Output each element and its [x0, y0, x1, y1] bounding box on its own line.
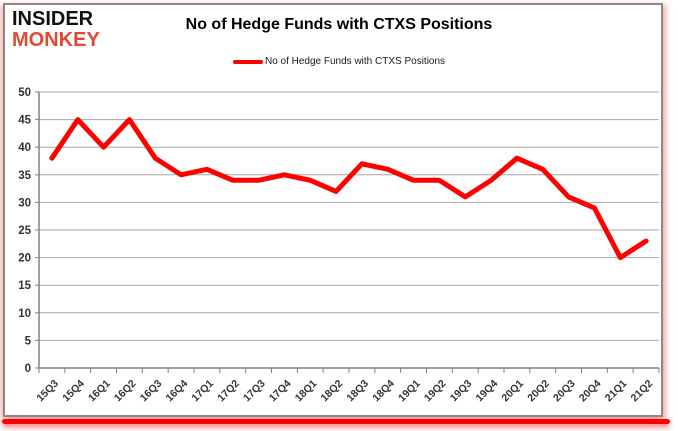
x-axis-label: 20Q4	[577, 378, 604, 405]
y-axis-label: 5	[25, 335, 32, 347]
x-axis-label: 16Q1	[86, 378, 113, 405]
x-axis-label: 17Q4	[267, 378, 294, 405]
x-axis-label: 21Q2	[629, 378, 656, 405]
insider-monkey-logo: INSIDER MONKEY	[12, 9, 100, 51]
x-axis-label: 19Q3	[448, 378, 475, 405]
x-axis-label: 18Q1	[293, 378, 320, 405]
logo-line-monkey: MONKEY	[12, 29, 100, 51]
chart-frame	[3, 3, 663, 417]
x-axis-label: 17Q1	[189, 378, 216, 405]
legend-label: No of Hedge Funds with CTXS Positions	[264, 56, 446, 67]
x-axis-label: 20Q1	[499, 378, 526, 405]
x-axis-label: 18Q3	[344, 378, 371, 405]
legend: No of Hedge Funds with CTXS Positions	[0, 56, 678, 67]
x-axis-label: 15Q3	[34, 378, 61, 405]
y-axis-label: 20	[18, 253, 31, 265]
y-axis-label: 45	[18, 115, 31, 127]
y-axis-label: 25	[18, 225, 31, 237]
y-axis-label: 40	[18, 142, 31, 154]
x-axis-label: 17Q3	[241, 378, 268, 405]
x-axis-label: 17Q2	[215, 378, 242, 405]
x-axis-label: 18Q4	[370, 378, 397, 405]
x-axis-label: 16Q4	[164, 378, 191, 405]
x-axis-label: 15Q4	[60, 378, 87, 405]
x-axis-label: 18Q2	[319, 378, 346, 405]
bottom-red-bar	[2, 419, 670, 424]
series-line	[49, 117, 649, 261]
legend-line-swatch	[232, 59, 263, 64]
x-axis-label: 19Q4	[474, 378, 501, 405]
y-axis-label: 10	[18, 308, 31, 320]
x-axis-label: 20Q3	[551, 378, 578, 405]
x-axis-label: 16Q2	[112, 378, 139, 405]
x-axis-label: 16Q3	[138, 378, 165, 405]
y-axis-label: 50	[18, 87, 31, 99]
x-axis-label: 19Q1	[396, 378, 423, 405]
y-axis-label: 35	[18, 170, 31, 182]
logo-line-insider: INSIDER	[12, 8, 94, 30]
chart-title: No of Hedge Funds with CTXS Positions	[185, 16, 493, 33]
y-axis-label: 0	[25, 363, 31, 375]
x-axis-label: 19Q2	[422, 378, 449, 405]
x-axis-label: 21Q1	[603, 378, 630, 405]
x-axis-label: 20Q2	[525, 378, 552, 405]
y-axis-label: 30	[18, 197, 31, 209]
y-axis-label: 15	[18, 280, 31, 292]
